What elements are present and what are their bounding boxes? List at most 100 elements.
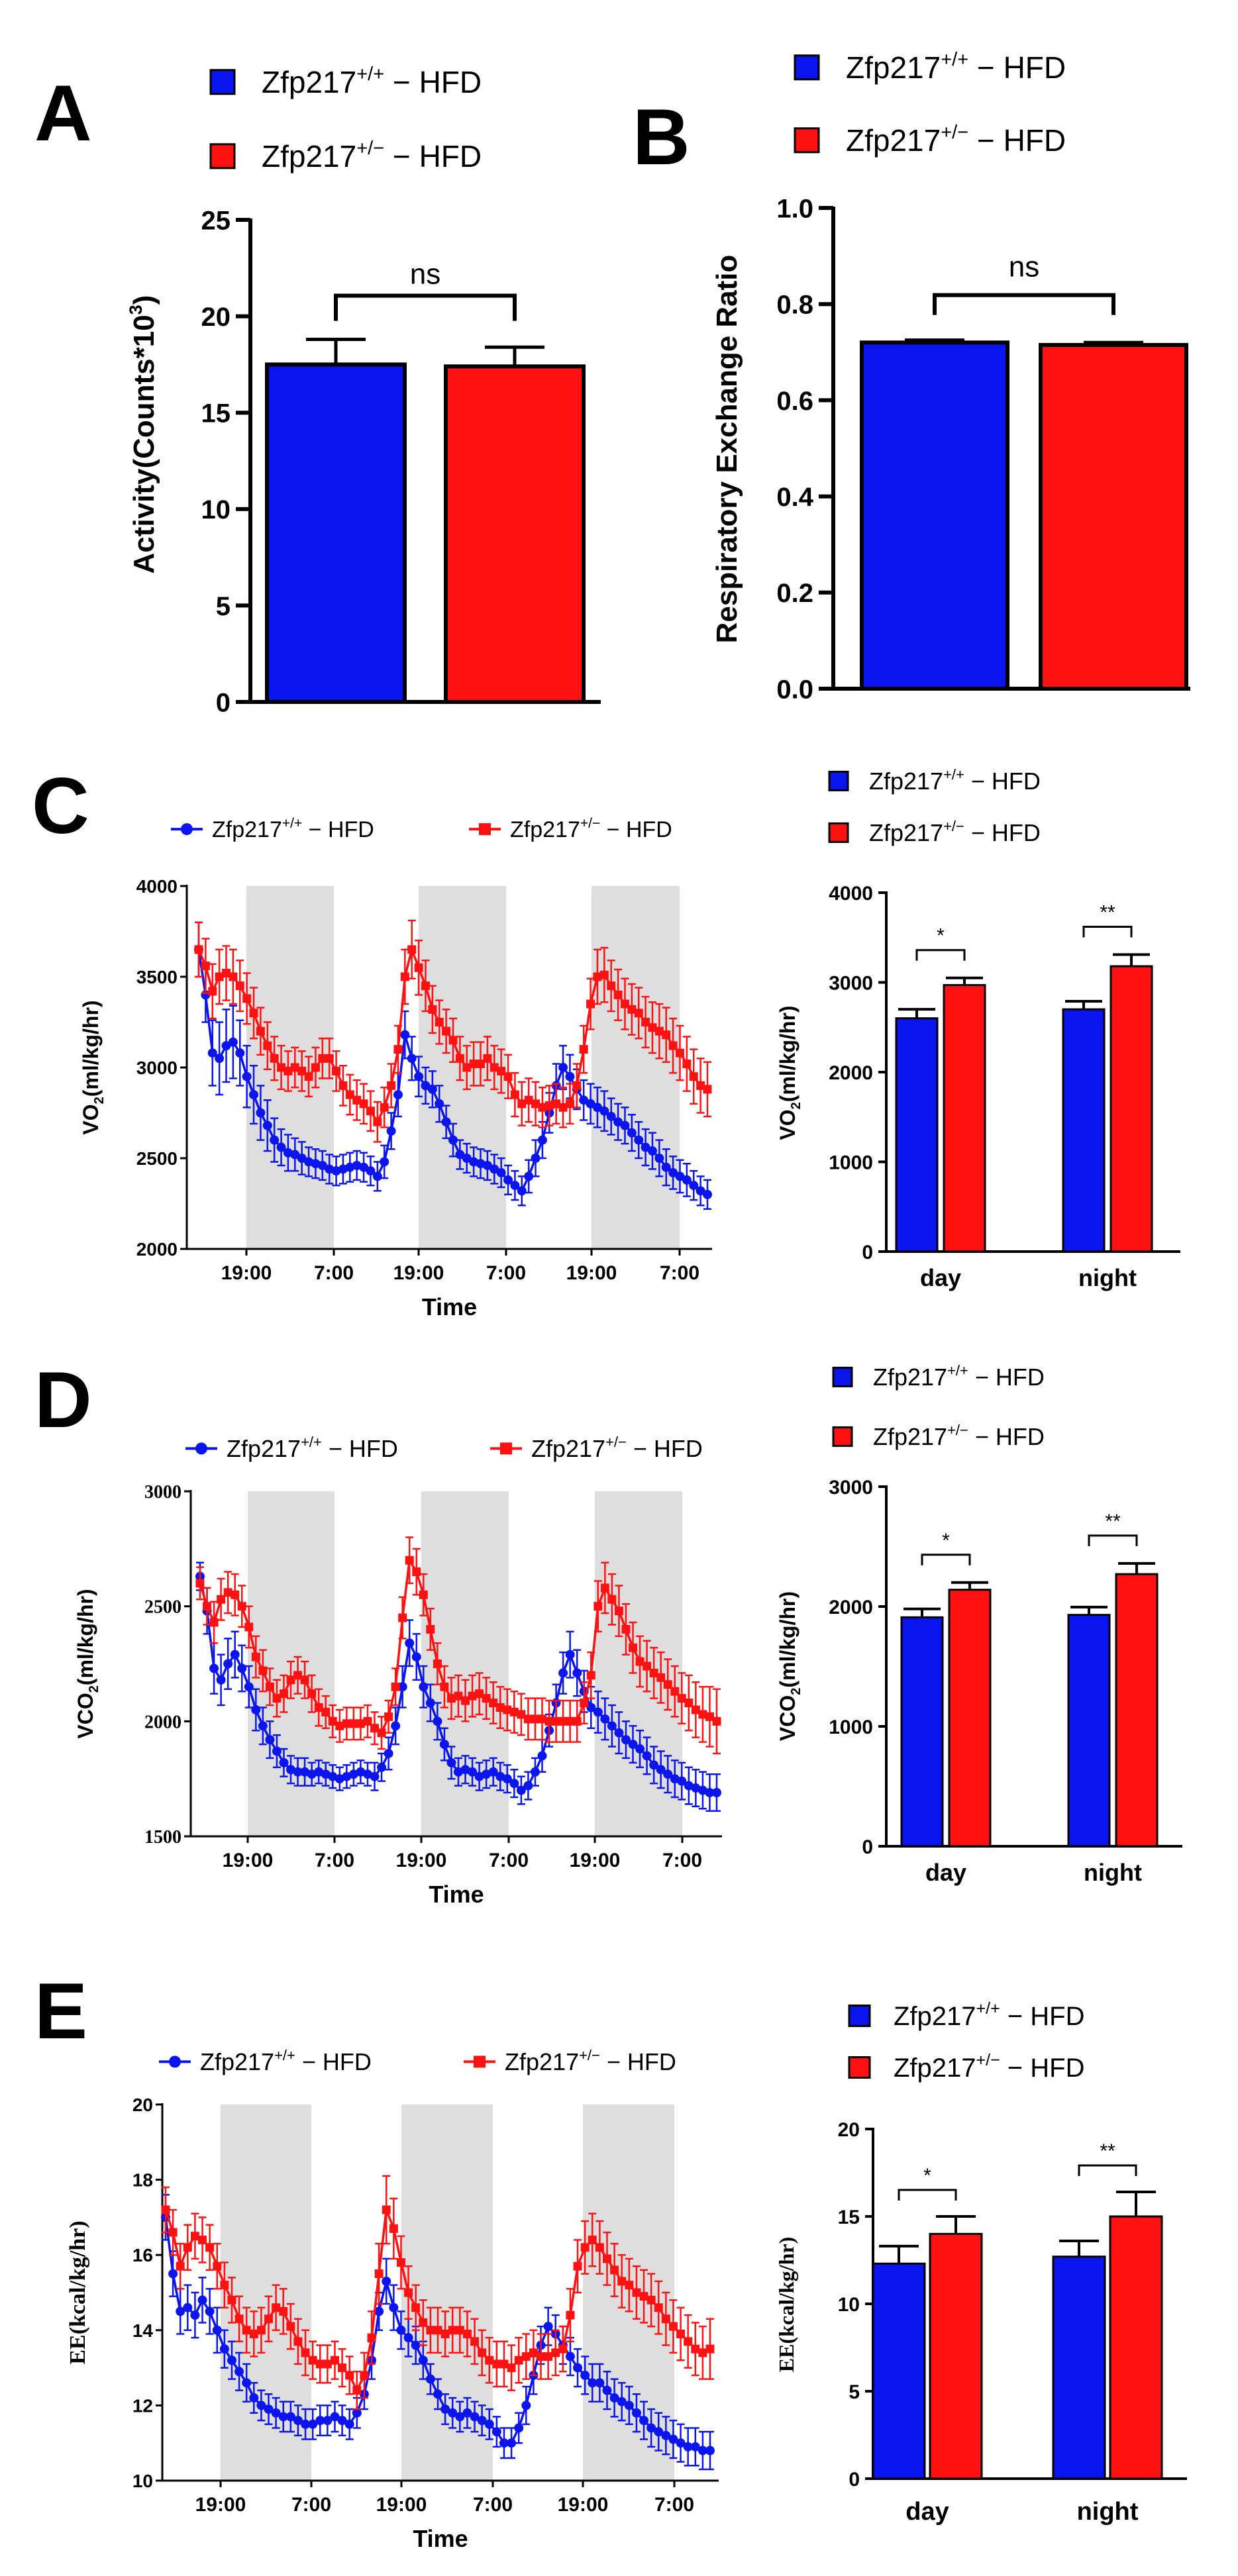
y-tick-label: 1500 — [144, 1827, 181, 1848]
data-point — [595, 2378, 605, 2388]
x-axis-title: Time — [429, 1881, 484, 1908]
data-point — [454, 1691, 463, 1701]
data-point — [580, 2243, 590, 2252]
data-point — [251, 1705, 261, 1714]
y-tick-label: 4000 — [829, 883, 873, 905]
significance-bracket — [1088, 1534, 1138, 1546]
data-point — [293, 1767, 303, 1777]
y-tick-label: 1.0 — [776, 194, 813, 223]
data-point — [425, 2374, 435, 2384]
data-point — [462, 2408, 472, 2418]
data-point — [691, 1705, 700, 1714]
data-point — [435, 1099, 444, 1109]
x-tick-label: 19:00 — [570, 1850, 621, 1871]
data-point — [377, 1762, 387, 1772]
data-point — [405, 1638, 415, 1648]
label-main: Zfp217 — [262, 65, 356, 99]
data-point — [572, 1716, 582, 1726]
x-tick-label: 19:00 — [396, 1850, 447, 1871]
data-point — [656, 1765, 666, 1775]
data-point — [249, 1090, 259, 1100]
legend-swatch — [209, 69, 236, 95]
label-main: Zfp217 — [531, 1435, 605, 1462]
data-point — [663, 1769, 673, 1779]
bar — [895, 1017, 939, 1253]
y-tick-label: 3000 — [829, 1477, 873, 1499]
y-tick-label: 2500 — [144, 1597, 181, 1618]
data-point — [264, 2314, 274, 2324]
data-point — [689, 1072, 698, 1081]
legend-het: Zfp217+/− − HFD — [869, 818, 1041, 846]
label-suffix: (ml/kg/hr) — [776, 1005, 800, 1102]
data-point — [684, 2337, 693, 2346]
data-point — [427, 1084, 437, 1094]
data-point — [367, 2333, 376, 2342]
data-point — [543, 2322, 553, 2332]
x-tick-label: 19:00 — [558, 2494, 609, 2516]
y-tick-label: 0.4 — [776, 483, 813, 512]
data-point — [404, 2288, 413, 2297]
y-tick-label: 2000 — [136, 1239, 178, 1260]
significance-label: * — [937, 925, 945, 947]
data-point — [517, 1099, 527, 1109]
data-point — [382, 2276, 391, 2286]
bar — [1062, 1008, 1106, 1253]
data-point — [551, 2348, 560, 2357]
data-point — [223, 1588, 232, 1597]
label-suffix: − HFD — [968, 1423, 1045, 1450]
legend-marker-square — [500, 1442, 512, 1455]
data-point — [366, 1107, 375, 1116]
data-point — [634, 1009, 643, 1018]
data-point — [370, 1771, 380, 1781]
data-point — [628, 1740, 638, 1750]
data-point — [573, 2363, 583, 2373]
label-suffix: − HFD — [968, 1363, 1045, 1391]
data-point — [697, 2446, 707, 2455]
label-suffix: − HFD — [968, 123, 1066, 158]
data-point — [372, 1171, 382, 1181]
data-point — [345, 2371, 354, 2380]
data-point — [705, 2446, 715, 2455]
data-point — [470, 2412, 480, 2422]
data-point — [270, 1054, 279, 1063]
legend-swatch — [848, 2056, 871, 2079]
y-tick-label: 3000 — [136, 1058, 178, 1078]
data-point — [482, 1769, 491, 1779]
data-point — [537, 1751, 547, 1761]
label-main: Zfp217 — [200, 2048, 274, 2075]
data-point — [621, 1735, 631, 1745]
series-het — [161, 2175, 715, 2410]
data-point — [262, 1120, 272, 1130]
y-tick-label: 0 — [862, 1242, 873, 1263]
y-tick-label: 0 — [862, 1836, 873, 1858]
significance-label: * — [942, 1530, 950, 1552]
data-point — [209, 1663, 219, 1673]
data-point — [325, 1054, 334, 1063]
data-point — [323, 2416, 333, 2426]
data-point — [703, 1189, 712, 1199]
data-point — [277, 1063, 286, 1072]
data-point — [586, 1099, 595, 1109]
label-suffix: − HFD — [384, 65, 482, 99]
data-point — [507, 2438, 517, 2448]
data-point — [579, 1045, 588, 1054]
bar — [1067, 1614, 1111, 1848]
data-point — [308, 2419, 318, 2429]
data-point — [558, 1668, 568, 1678]
data-point — [446, 1694, 456, 1703]
data-point — [349, 1719, 358, 1728]
data-point — [683, 2442, 693, 2452]
data-point — [474, 1771, 484, 1781]
data-point — [649, 1760, 659, 1770]
x-tick-label: 7:00 — [662, 1850, 702, 1871]
data-point — [537, 2352, 546, 2361]
label-main: Zfp217 — [873, 1363, 947, 1391]
data-point — [595, 2243, 604, 2252]
bar — [929, 2232, 983, 2480]
data-point — [256, 1026, 265, 1036]
bar — [1109, 2215, 1163, 2480]
y-tick-label: 0 — [849, 2469, 860, 2491]
data-point — [538, 1103, 547, 1112]
